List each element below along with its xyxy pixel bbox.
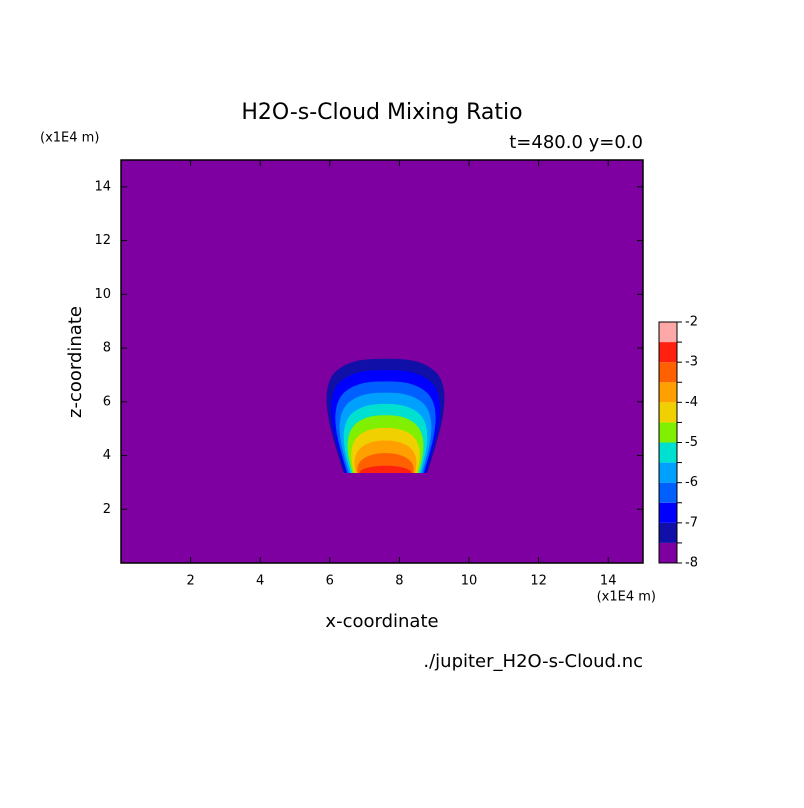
y-tick-label: 8 [103,341,111,356]
colorbar-band [659,342,677,363]
y-tick-label: 4 [103,448,111,463]
colorbar-tick-label: -6 [685,475,698,490]
colorbar-band [659,362,677,383]
colorbar-tick-label: -4 [685,395,698,410]
colorbar-band [659,322,677,343]
x-tick-label: 4 [256,574,264,589]
y-tick-label: 12 [94,233,111,248]
colorbar-tick-label: -7 [685,515,698,530]
colorbar-band [659,442,677,463]
colorbar-tick-label: -3 [685,355,698,370]
colorbar-band [659,462,677,483]
plot-frame [120,159,644,564]
footnote: ./jupiter_H2O-s-Cloud.nc [423,651,643,672]
colorbar-band [659,382,677,403]
colorbar-band [659,482,677,503]
colorbar-band [659,502,677,523]
y-tick-label: 6 [103,394,111,409]
colorbar-band [659,522,677,543]
contour-band [359,465,412,473]
colorbar-tick-label: -5 [685,435,698,450]
y-tick-label: 2 [103,502,111,517]
x-tick-label: 6 [326,574,334,589]
colorbar-tick-label: -8 [685,556,698,571]
y-unit: (x1E4 m) [40,131,99,146]
y-tick-label: 14 [94,179,111,194]
x-tick-label: 14 [600,574,617,589]
chart-subtitle: t=480.0 y=0.0 [509,132,643,153]
colorbar-band [659,422,677,443]
y-tick-label: 10 [94,287,111,302]
x-tick-label: 2 [186,574,194,589]
colorbar-band [659,542,677,563]
colorbar-tick-label: -2 [685,315,698,330]
x-tick-label: 8 [395,574,403,589]
chart-title: H2O-s-Cloud Mixing Ratio [241,100,522,125]
y-axis-label: z-coordinate [65,306,86,418]
x-unit: (x1E4 m) [597,590,656,605]
x-tick-label: 10 [461,574,478,589]
colorbar-band [659,402,677,423]
x-axis-label: x-coordinate [325,611,438,632]
x-tick-label: 12 [530,574,547,589]
